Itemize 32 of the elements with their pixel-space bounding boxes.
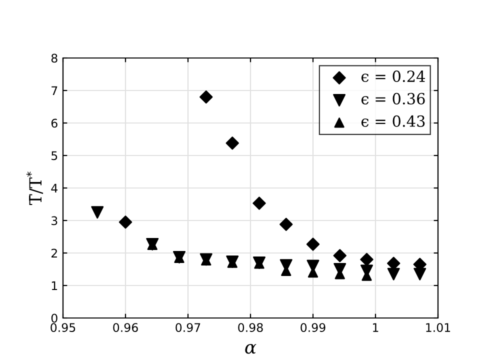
legend-label: ϵ = 0.24 [361,70,426,82]
legend-label: ϵ = 0.36 [361,92,425,104]
point [200,90,213,104]
y-tick-label: 1 [52,281,58,290]
y-tick-label: 0 [51,314,58,323]
point [280,218,293,231]
x-tick-label: 0.98 [238,323,263,332]
y-axis-title: T̄/T$^{*}$ [26,172,44,206]
y-tick-label: 8 [51,54,58,63]
x-tick-label: 0.96 [113,323,138,332]
x-tick-label: 1 [373,323,378,332]
y-tick-label: 5 [52,151,58,160]
point [360,252,374,266]
point [252,196,266,210]
y-tick-label: 4 [51,184,58,192]
x-tick-label: 1.01 [426,323,450,332]
y-tick-label: 6 [51,118,58,128]
point [226,136,239,150]
x-tick-label: 0.97 [176,323,200,332]
y-tick-label: 2 [51,248,57,258]
x-tick-label: 0.99 [300,323,326,332]
point [91,206,104,219]
x-tick-label: 0.95 [50,323,76,332]
point [387,256,400,270]
x-axis-title: α [245,344,256,354]
point [118,216,132,229]
point [306,238,320,251]
point [387,268,400,280]
legend-label: ϵ = 0.43 [361,115,425,127]
point [333,249,346,262]
y-tick-label: 3 [52,216,58,226]
y-tick-label: 7 [52,86,58,95]
